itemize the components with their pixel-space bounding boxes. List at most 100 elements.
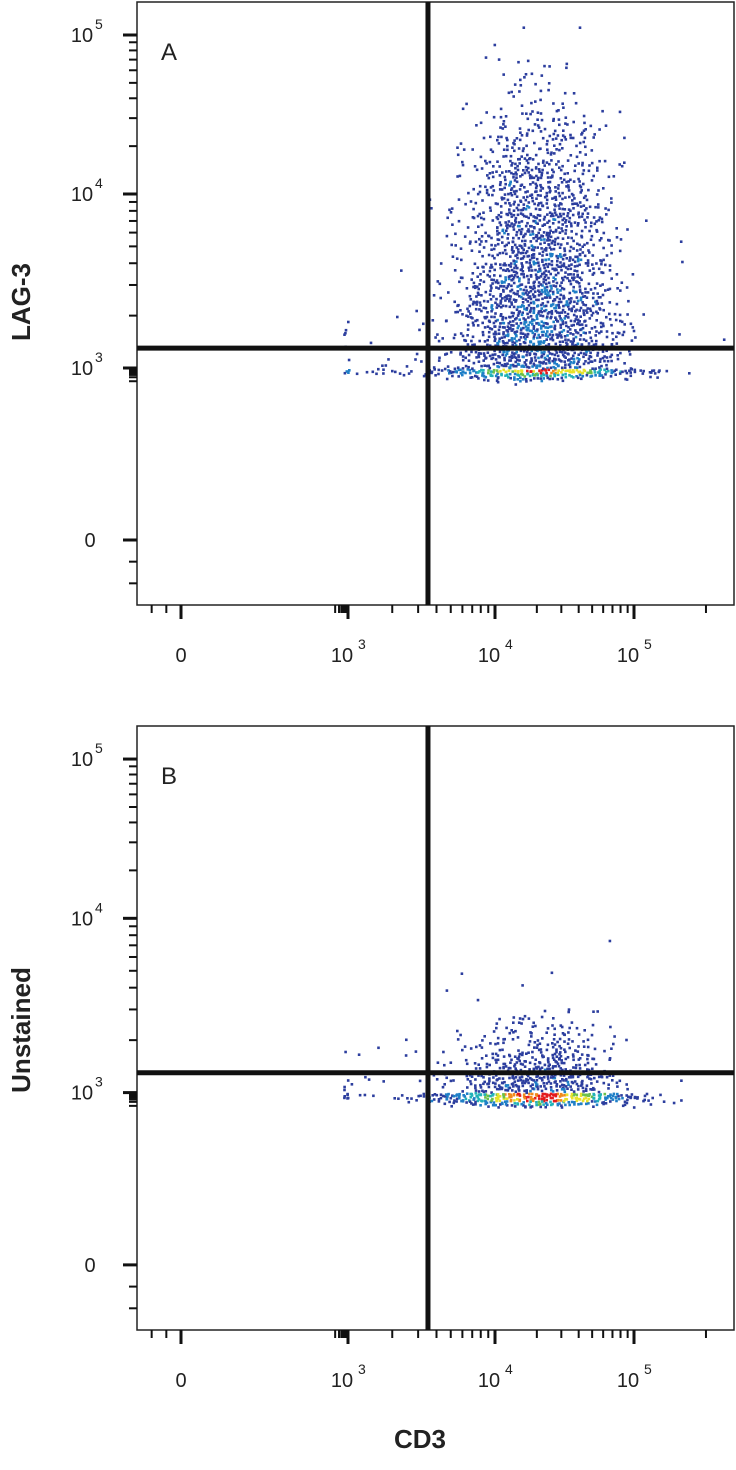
event-dot	[522, 196, 525, 199]
event-dot	[493, 274, 496, 277]
event-dot	[567, 236, 570, 239]
event-dot	[509, 326, 512, 330]
event-dot	[480, 235, 484, 238]
event-dot	[567, 297, 571, 301]
event-dot	[477, 293, 480, 296]
event-dot	[539, 1051, 543, 1054]
event-dot	[630, 339, 634, 342]
event-dot	[467, 359, 471, 362]
event-dot	[584, 353, 588, 356]
event-dot	[524, 73, 528, 76]
event-dot	[572, 1066, 575, 1069]
event-dot	[621, 1104, 625, 1108]
event-dot	[587, 282, 591, 286]
event-dot	[520, 1022, 523, 1025]
event-dot	[450, 207, 454, 210]
event-dot	[527, 230, 531, 233]
event-dot	[516, 248, 520, 251]
event-dot	[589, 351, 592, 355]
event-dot	[556, 311, 559, 314]
event-dot	[510, 288, 514, 292]
event-dot	[575, 343, 578, 347]
event-dot	[559, 1099, 563, 1102]
event-dot	[414, 358, 417, 361]
event-dot	[564, 321, 568, 324]
event-dot	[563, 366, 567, 369]
event-dot	[444, 1093, 448, 1096]
event-dot	[609, 1096, 613, 1100]
event-dot	[544, 308, 548, 312]
event-dot	[502, 331, 505, 334]
event-dot	[596, 351, 600, 355]
event-dot	[499, 294, 502, 298]
event-dot	[616, 331, 620, 334]
event-dot	[584, 145, 587, 149]
event-dot	[582, 129, 586, 132]
event-dot	[530, 225, 533, 228]
event-dot	[515, 180, 519, 184]
event-dot	[625, 1094, 628, 1097]
event-dot	[490, 243, 493, 247]
event-dot	[545, 233, 549, 237]
event-dot	[458, 1094, 461, 1098]
event-dot	[499, 293, 503, 296]
event-dot	[482, 352, 486, 355]
event-dot	[529, 309, 532, 313]
event-dot	[645, 1092, 649, 1096]
event-dot	[559, 1046, 563, 1050]
event-dot	[519, 288, 522, 291]
event-dot	[496, 1042, 500, 1045]
event-dot	[575, 331, 578, 334]
event-dot	[535, 317, 539, 321]
event-dot	[618, 313, 622, 317]
event-dot	[525, 380, 528, 383]
event-dot	[517, 221, 521, 224]
event-dot	[572, 313, 576, 317]
event-dot	[592, 1105, 595, 1108]
event-dot	[476, 998, 480, 1002]
event-dot	[575, 1093, 579, 1097]
event-dot	[483, 1093, 486, 1096]
event-dot	[567, 308, 571, 311]
event-dot	[443, 1095, 447, 1098]
event-dot	[566, 1056, 570, 1059]
event-dot	[526, 274, 529, 278]
event-dot	[482, 270, 485, 273]
event-dot	[587, 342, 591, 345]
event-dot	[496, 217, 500, 221]
event-dot	[539, 185, 543, 189]
event-dot	[572, 333, 575, 336]
event-dot	[451, 374, 454, 378]
event-dot	[586, 1045, 590, 1049]
event-dot	[513, 341, 517, 345]
event-dot	[391, 369, 394, 373]
event-dot	[523, 361, 527, 364]
event-dot	[375, 372, 378, 376]
event-dot	[515, 364, 518, 368]
event-dot	[595, 339, 598, 343]
event-dot	[470, 376, 474, 379]
event-dot	[549, 366, 553, 370]
event-dot	[516, 362, 520, 366]
event-dot	[566, 276, 569, 280]
event-dot	[560, 1025, 564, 1029]
event-dot	[594, 367, 597, 370]
event-dot	[490, 309, 493, 313]
event-dot	[481, 333, 485, 337]
event-dot	[579, 351, 583, 355]
event-dot	[481, 1089, 484, 1093]
event-dot	[518, 279, 521, 283]
event-dot	[553, 360, 557, 363]
event-dot	[346, 1093, 349, 1097]
event-dot	[547, 276, 550, 280]
y-axis-title-b: Unstained	[6, 967, 36, 1093]
event-dot	[461, 160, 464, 164]
event-dot	[494, 1103, 497, 1107]
event-dot	[594, 205, 597, 209]
event-dot	[557, 220, 561, 224]
event-dot	[520, 295, 523, 299]
event-dot	[572, 285, 575, 289]
event-dot	[506, 237, 509, 240]
event-dot	[529, 1106, 532, 1109]
